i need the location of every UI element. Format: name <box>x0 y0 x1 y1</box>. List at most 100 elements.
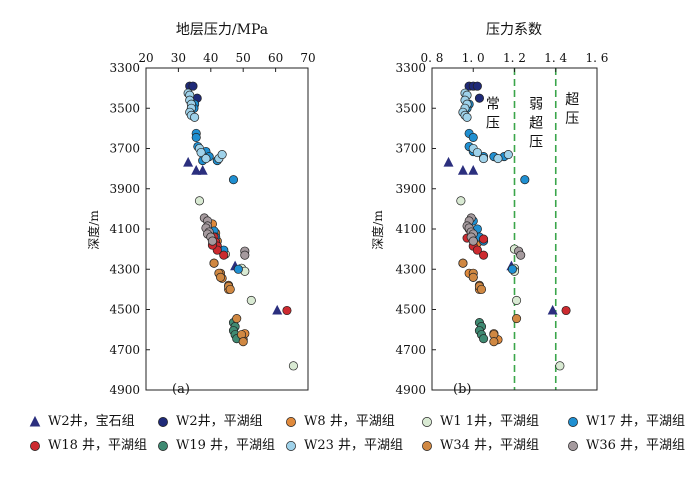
data-point <box>468 272 478 282</box>
legend-formation: 平湖组 <box>500 438 540 453</box>
data-point <box>476 284 487 294</box>
legend-well: W17 井， <box>586 414 647 429</box>
legend-item: W2井， 宝石组 <box>28 414 156 430</box>
data-point <box>196 147 206 158</box>
data-point-triangle <box>191 164 202 175</box>
x-tick-label: 70 <box>300 51 315 65</box>
y-tick-label: 4300 <box>395 262 426 276</box>
legend-well: W23 井， <box>304 438 365 453</box>
legend-well: W19 井， <box>176 438 237 453</box>
y-tick-label: 4500 <box>395 303 426 317</box>
panel-a-y-ticks: 3300 3500 3700 3900 4100 4300 4500 4700 4900 <box>109 61 150 397</box>
legend-formation: 平湖组 <box>108 438 148 453</box>
panel-b-x-ticks: 0. 8 1. 0 1. 2 1. 4 1. 6 <box>421 51 609 72</box>
data-point <box>520 175 530 185</box>
x-tick-label: 1. 2 <box>503 51 526 65</box>
panel-b-marks <box>443 81 571 371</box>
data-point <box>462 112 472 122</box>
y-tick-label: 4900 <box>109 383 140 397</box>
legend-formation: 平湖组 <box>646 414 686 429</box>
legend-item: W18 井， 平湖组 <box>28 438 156 454</box>
y-tick-label: 3900 <box>109 182 140 196</box>
zone-label: 弱超压 <box>529 96 543 150</box>
x-tick-label: 1. 0 <box>462 51 485 65</box>
legend-formation: 平湖组 <box>236 438 276 453</box>
y-tick-label: 3500 <box>109 101 140 115</box>
legend-formation: 平湖组 <box>355 414 395 429</box>
legend-item: W23 井， 平湖组 <box>284 438 420 454</box>
data-point <box>228 175 239 185</box>
legend-well: W8 井， <box>304 414 356 429</box>
panel-b-ylabel: 深度/m <box>370 210 385 250</box>
data-point <box>512 295 522 305</box>
data-point <box>191 132 201 142</box>
data-point-triangle <box>547 304 558 315</box>
data-point <box>201 154 211 164</box>
x-tick-label: 0. 8 <box>421 51 444 65</box>
panel-a-ylabel: 深度/m <box>86 210 101 250</box>
y-tick-label: 4100 <box>395 222 426 236</box>
data-point <box>217 149 227 160</box>
data-point <box>561 305 571 316</box>
y-tick-label: 3700 <box>395 142 426 156</box>
circle-marker-icon <box>420 415 434 429</box>
panel-b-title: 压力系数 <box>486 22 542 38</box>
data-point <box>479 334 489 344</box>
zone-label: 常压 <box>486 96 500 131</box>
data-point <box>456 196 466 206</box>
circle-marker-icon <box>566 439 580 453</box>
legend-formation: 宝石组 <box>95 414 135 429</box>
data-point <box>516 250 526 260</box>
data-point <box>233 264 243 274</box>
y-tick-label: 3900 <box>395 182 426 196</box>
legend-formation: 平湖组 <box>500 414 540 429</box>
data-point <box>503 149 513 160</box>
y-tick-label: 4700 <box>109 343 140 357</box>
y-tick-label: 3300 <box>395 61 426 75</box>
legend-item: W1 1井， 平湖组 <box>420 414 566 430</box>
data-point <box>493 154 503 164</box>
data-point-triangle <box>183 156 194 167</box>
y-tick-label: 4900 <box>395 383 426 397</box>
data-point <box>240 250 250 260</box>
legend-well: W34 井， <box>440 438 501 453</box>
data-point-triangle <box>443 156 454 167</box>
y-tick-label: 4100 <box>109 222 140 236</box>
circle-marker-icon <box>156 439 170 453</box>
y-tick-label: 4700 <box>395 343 426 357</box>
data-point <box>188 81 198 91</box>
data-point-triangle <box>272 304 283 315</box>
circle-marker-icon <box>284 415 298 429</box>
data-point <box>190 112 200 122</box>
data-point <box>209 258 219 268</box>
data-point <box>207 236 217 246</box>
data-point <box>507 264 517 274</box>
data-point <box>474 93 484 103</box>
x-tick-label: 1. 6 <box>586 51 609 65</box>
legend-well: W2井， <box>176 414 224 429</box>
circle-marker-icon <box>420 439 434 453</box>
panel-a-title: 地层压力/MPa <box>176 22 268 38</box>
data-point <box>512 314 522 324</box>
circle-marker-icon <box>156 415 170 429</box>
data-point <box>238 337 248 347</box>
legend-formation: 平湖组 <box>646 438 686 453</box>
data-point <box>194 196 205 206</box>
panel-b-zone-labels: 常压 弱超压 超压 <box>486 92 579 150</box>
y-tick-label: 3500 <box>395 101 426 115</box>
data-point <box>282 305 292 316</box>
legend-formation: 平湖组 <box>223 414 263 429</box>
legend-item: W2井， 平湖组 <box>156 414 284 430</box>
panel-a-x-ticks: 20 30 40 50 60 70 <box>138 51 316 72</box>
data-point <box>458 258 468 268</box>
x-tick-label: 60 <box>268 51 283 65</box>
data-point <box>472 245 482 255</box>
data-point <box>479 154 489 164</box>
data-point <box>468 236 478 246</box>
data-point <box>232 314 242 324</box>
data-point <box>219 250 229 260</box>
y-tick-label: 4300 <box>109 262 140 276</box>
zone-label: 超压 <box>565 92 579 127</box>
